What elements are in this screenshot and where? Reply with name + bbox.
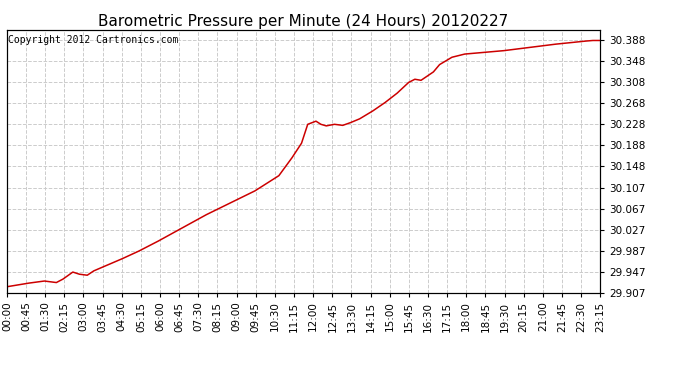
Text: Copyright 2012 Cartronics.com: Copyright 2012 Cartronics.com xyxy=(8,35,179,45)
Title: Barometric Pressure per Minute (24 Hours) 20120227: Barometric Pressure per Minute (24 Hours… xyxy=(99,14,509,29)
